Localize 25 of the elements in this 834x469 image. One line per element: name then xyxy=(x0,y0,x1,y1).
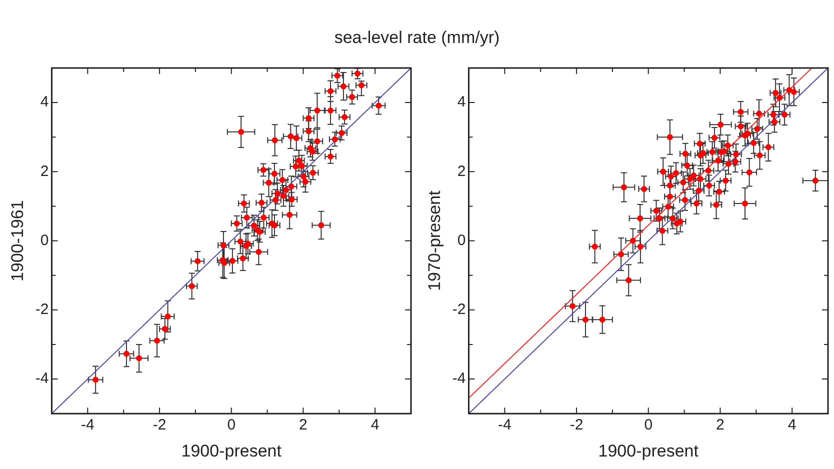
y-tick-label: 4 xyxy=(40,94,49,111)
x-tick-label: 2 xyxy=(716,416,724,434)
x-tick-label: -2 xyxy=(570,416,584,434)
x-tick-label: 4 xyxy=(788,416,796,434)
x-tick-label: 2 xyxy=(299,416,308,434)
y-tick-label: 2 xyxy=(40,162,49,180)
x-tick-label: -4 xyxy=(498,416,512,434)
y-tick-label: 0 xyxy=(457,232,466,249)
y-tick-label: -4 xyxy=(35,370,49,388)
x-tick-label: 4 xyxy=(370,416,380,434)
y-axis-title: 1970-present xyxy=(424,190,444,291)
y-tick-label: 0 xyxy=(40,232,49,249)
y-tick-label: -2 xyxy=(452,301,466,318)
y-tick-label: 2 xyxy=(457,162,466,180)
x-axis-title: 1900-present xyxy=(181,441,282,460)
y-axis-title: 1900-1961 xyxy=(8,200,27,282)
y-tick-label: 4 xyxy=(457,94,466,111)
x-tick-label: 0 xyxy=(227,416,236,434)
x-tick-label: 0 xyxy=(644,416,653,434)
chart-title: sea-level rate (mm/yr) xyxy=(333,28,501,48)
x-tick-label: -2 xyxy=(152,416,166,434)
x-tick-label: -4 xyxy=(80,416,94,434)
y-tick-label: -4 xyxy=(452,370,466,388)
x-axis-title: 1900-present xyxy=(598,441,699,460)
y-tick-label: -2 xyxy=(35,301,49,318)
